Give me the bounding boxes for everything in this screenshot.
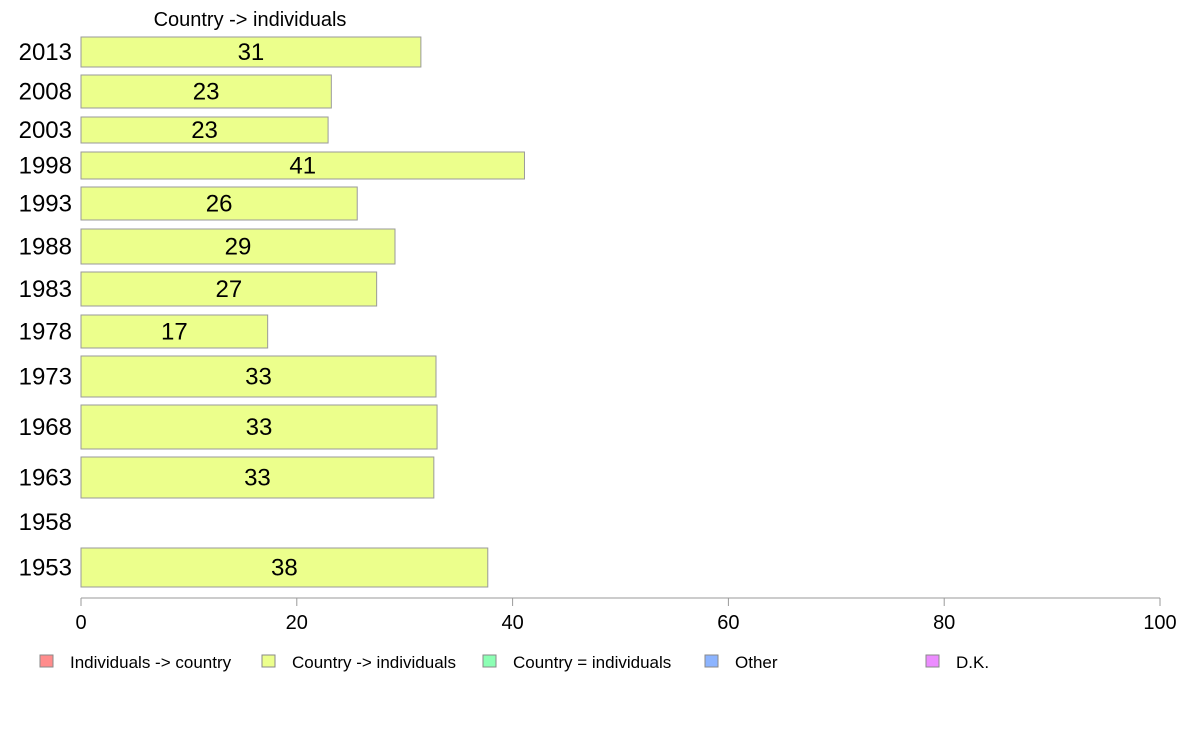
value-label-1993: 26 [206, 191, 233, 218]
bar-1983 [80, 271, 378, 307]
legend-swatch-0 [39, 654, 54, 668]
bar-1973 [80, 355, 437, 398]
value-label-2013: 31 [238, 39, 265, 66]
bar-2013 [80, 36, 422, 68]
value-label-1973: 33 [245, 364, 272, 391]
year-label-1953: 1953 [19, 555, 72, 582]
legend-swatch-4 [925, 654, 940, 668]
value-label-1988: 29 [225, 234, 252, 261]
bar-1988 [80, 228, 396, 265]
legend-label-0: Individuals -> country [70, 653, 232, 672]
year-label-1968: 1968 [19, 414, 72, 441]
legend: Individuals -> country Country -> individ… [39, 653, 989, 672]
value-label-2008: 23 [193, 79, 220, 106]
bar-1963 [80, 456, 435, 499]
legend-swatch-2 [482, 654, 497, 668]
legend-label-4: D.K. [956, 653, 989, 672]
year-label-1978: 1978 [19, 319, 72, 346]
x-tick-label-20: 20 [286, 612, 308, 634]
bar-2003 [80, 116, 329, 144]
bar-1968 [80, 404, 438, 450]
value-label-1953: 38 [271, 555, 298, 582]
year-label-1958: 1958 [19, 509, 72, 536]
year-labels-group: 2013 2008 2003 1998 1993 1988 1983 1978 1973 1968… [19, 39, 72, 582]
legend-label-1: Country -> individuals [292, 653, 456, 672]
bar-1998 [80, 151, 525, 180]
value-label-1983: 27 [215, 276, 242, 303]
value-label-1963: 33 [244, 465, 271, 492]
value-label-2003: 23 [191, 117, 218, 144]
year-label-2008: 2008 [19, 79, 72, 106]
value-label-1998: 41 [289, 153, 316, 180]
x-axis: 0 20 40 60 80 100 [75, 597, 1177, 634]
bar-1993 [80, 186, 358, 221]
x-tick-label-80: 80 [933, 612, 955, 634]
year-label-1998: 1998 [19, 153, 72, 180]
series-title: Country -> individuals [154, 9, 347, 31]
year-label-1983: 1983 [19, 276, 72, 303]
year-label-1993: 1993 [19, 191, 72, 218]
x-tick-label-60: 60 [717, 612, 739, 634]
legend-swatch-3 [704, 654, 719, 668]
x-tick-label-40: 40 [501, 612, 523, 634]
legend-swatch-1 [261, 654, 276, 668]
x-tick-label-0: 0 [75, 612, 86, 634]
bar-1978 [80, 314, 269, 349]
legend-label-2: Country = individuals [513, 653, 671, 672]
x-tick-label-100: 100 [1143, 612, 1176, 634]
bar-1953 [80, 547, 489, 588]
year-label-2003: 2003 [19, 117, 72, 144]
value-label-1968: 33 [246, 414, 273, 441]
year-label-1963: 1963 [19, 465, 72, 492]
bars-group [80, 36, 525, 588]
bar-2008 [80, 74, 332, 109]
year-label-2013: 2013 [19, 39, 72, 66]
legend-label-3: Other [735, 653, 778, 672]
value-labels-group: 31 23 23 41 26 29 27 17 33 33 33 38 [161, 39, 316, 582]
value-label-1978: 17 [161, 319, 188, 346]
year-label-1988: 1988 [19, 234, 72, 261]
year-label-1973: 1973 [19, 364, 72, 391]
